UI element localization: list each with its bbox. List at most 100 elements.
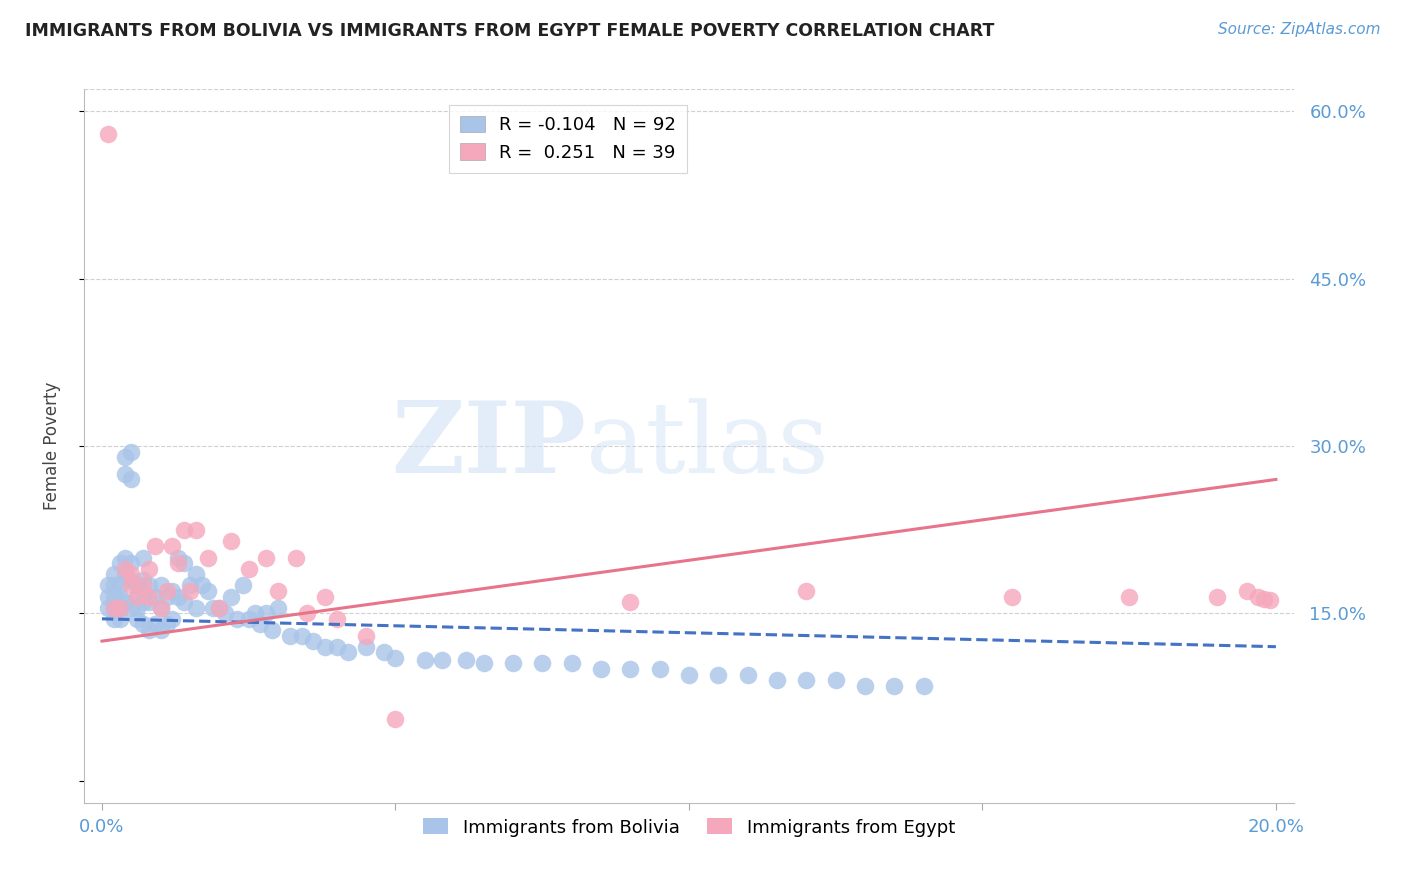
Point bbox=[912, 679, 935, 693]
Point bbox=[127, 590, 149, 604]
Point bbox=[127, 590, 149, 604]
Point bbox=[794, 673, 817, 687]
Point bbox=[103, 600, 125, 615]
Point bbox=[326, 640, 349, 654]
Point bbox=[114, 595, 136, 609]
Point bbox=[278, 628, 301, 642]
Point bbox=[302, 634, 325, 648]
Point bbox=[502, 657, 524, 671]
Point bbox=[127, 612, 149, 626]
Point bbox=[1247, 590, 1270, 604]
Point bbox=[214, 607, 236, 621]
Point bbox=[167, 556, 190, 570]
Point bbox=[243, 607, 266, 621]
Point bbox=[173, 595, 195, 609]
Point bbox=[149, 578, 172, 592]
Point bbox=[373, 645, 395, 659]
Point bbox=[155, 617, 177, 632]
Point bbox=[132, 550, 155, 565]
Y-axis label: Female Poverty: Female Poverty bbox=[42, 382, 60, 510]
Point bbox=[284, 550, 307, 565]
Point bbox=[238, 562, 260, 576]
Point bbox=[114, 550, 136, 565]
Point bbox=[384, 712, 406, 726]
Point bbox=[155, 583, 177, 598]
Point bbox=[254, 607, 277, 621]
Point bbox=[108, 556, 131, 570]
Point bbox=[384, 651, 406, 665]
Point bbox=[108, 612, 131, 626]
Point bbox=[1001, 590, 1024, 604]
Point bbox=[226, 612, 249, 626]
Point bbox=[314, 640, 336, 654]
Point bbox=[143, 617, 166, 632]
Point bbox=[1236, 583, 1258, 598]
Point bbox=[108, 578, 131, 592]
Point bbox=[114, 450, 136, 464]
Point bbox=[138, 590, 160, 604]
Point bbox=[531, 657, 554, 671]
Point bbox=[432, 653, 454, 667]
Point bbox=[120, 567, 142, 582]
Text: ZIP: ZIP bbox=[391, 398, 586, 494]
Point bbox=[179, 583, 201, 598]
Point bbox=[138, 578, 160, 592]
Point bbox=[127, 578, 149, 592]
Point bbox=[824, 673, 846, 687]
Point bbox=[794, 583, 817, 598]
Point bbox=[766, 673, 789, 687]
Point bbox=[103, 612, 125, 626]
Point bbox=[413, 653, 436, 667]
Text: Source: ZipAtlas.com: Source: ZipAtlas.com bbox=[1218, 22, 1381, 37]
Point bbox=[249, 617, 271, 632]
Point bbox=[143, 539, 166, 553]
Point bbox=[120, 472, 142, 486]
Text: IMMIGRANTS FROM BOLIVIA VS IMMIGRANTS FROM EGYPT FEMALE POVERTY CORRELATION CHAR: IMMIGRANTS FROM BOLIVIA VS IMMIGRANTS FR… bbox=[25, 22, 994, 40]
Point bbox=[120, 556, 142, 570]
Point bbox=[138, 595, 160, 609]
Point bbox=[184, 567, 207, 582]
Point bbox=[589, 662, 612, 676]
Point bbox=[678, 667, 700, 681]
Legend: Immigrants from Bolivia, Immigrants from Egypt: Immigrants from Bolivia, Immigrants from… bbox=[416, 811, 962, 844]
Point bbox=[162, 612, 184, 626]
Point bbox=[1206, 590, 1229, 604]
Point bbox=[208, 600, 231, 615]
Point bbox=[173, 556, 195, 570]
Point bbox=[1253, 591, 1275, 606]
Point bbox=[167, 550, 190, 565]
Point bbox=[97, 127, 120, 141]
Point bbox=[314, 590, 336, 604]
Point bbox=[120, 573, 142, 587]
Point bbox=[179, 578, 201, 592]
Point bbox=[337, 645, 360, 659]
Point bbox=[619, 595, 641, 609]
Point bbox=[737, 667, 759, 681]
Point bbox=[162, 583, 184, 598]
Point bbox=[149, 623, 172, 637]
Point bbox=[103, 567, 125, 582]
Point bbox=[97, 578, 120, 592]
Point bbox=[97, 600, 120, 615]
Point bbox=[184, 523, 207, 537]
Point bbox=[114, 467, 136, 481]
Point bbox=[143, 590, 166, 604]
Point bbox=[114, 562, 136, 576]
Point bbox=[149, 600, 172, 615]
Point bbox=[354, 628, 377, 642]
Point bbox=[184, 600, 207, 615]
Point bbox=[267, 600, 290, 615]
Point bbox=[208, 600, 231, 615]
Point bbox=[232, 578, 254, 592]
Point bbox=[354, 640, 377, 654]
Point bbox=[132, 617, 155, 632]
Point bbox=[149, 600, 172, 615]
Point bbox=[1258, 592, 1281, 607]
Point bbox=[103, 600, 125, 615]
Point bbox=[454, 653, 477, 667]
Point bbox=[138, 623, 160, 637]
Point bbox=[103, 578, 125, 592]
Point bbox=[472, 657, 495, 671]
Point bbox=[132, 578, 155, 592]
Point bbox=[127, 600, 149, 615]
